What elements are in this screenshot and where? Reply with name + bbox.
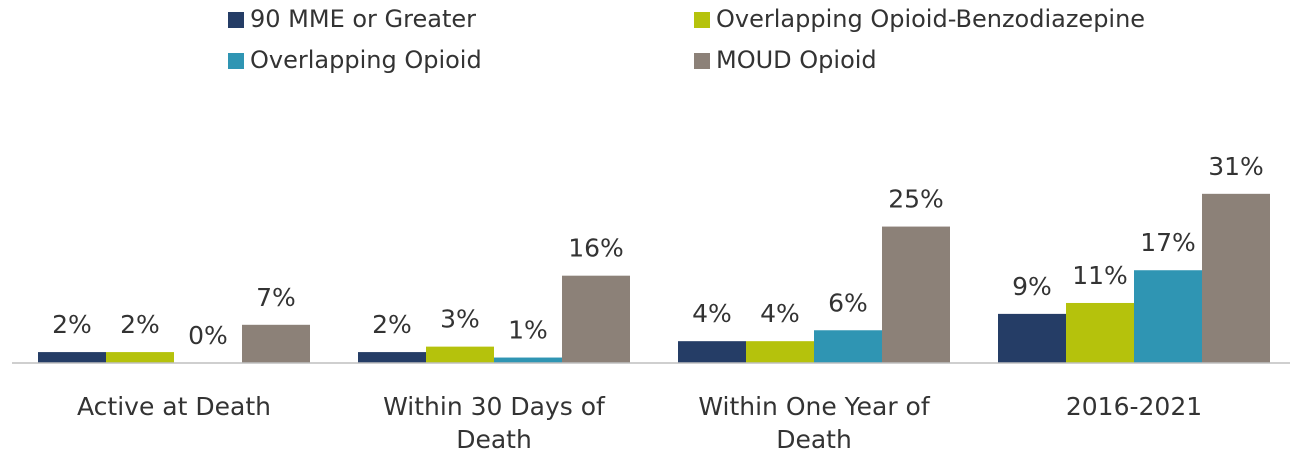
bar: [882, 226, 950, 363]
legend-label: Overlapping Opioid: [250, 46, 482, 74]
data-label: 11%: [1072, 261, 1128, 290]
legend-label: MOUD Opioid: [716, 46, 877, 74]
data-label: 2%: [372, 310, 412, 339]
x-tick-label: Within 30 Days of Death: [383, 392, 605, 452]
bar: [242, 324, 310, 363]
data-label: 7%: [256, 283, 296, 312]
data-label: 0%: [188, 321, 228, 350]
legend-swatch: [228, 12, 244, 28]
data-label: 25%: [888, 185, 944, 214]
bar: [562, 275, 630, 363]
data-label: 1%: [508, 316, 548, 345]
bar: [814, 330, 882, 363]
bar: [678, 341, 746, 363]
bar: [1202, 193, 1270, 363]
bar: [106, 352, 174, 363]
data-label: 4%: [692, 299, 732, 328]
data-label: 31%: [1208, 152, 1264, 181]
bar: [1066, 302, 1134, 363]
bar: [1134, 270, 1202, 363]
legend-label: Overlapping Opioid-Benzodiazepine: [716, 5, 1145, 33]
data-label: 17%: [1140, 228, 1196, 257]
x-tick-label: Within One Year of Death: [698, 392, 930, 452]
data-label: 2%: [52, 310, 92, 339]
legend-swatch: [694, 12, 710, 28]
bar: [494, 357, 562, 363]
bar: [38, 352, 106, 363]
data-label: 16%: [568, 234, 624, 263]
bar: [426, 346, 494, 363]
bar: [998, 313, 1066, 363]
x-tick-label: 2016-2021: [1065, 392, 1203, 421]
legend-swatch: [694, 53, 710, 69]
x-tick-label: Active at Death: [77, 392, 271, 421]
bar: [358, 352, 426, 363]
data-label: 9%: [1012, 272, 1052, 301]
data-label: 2%: [120, 310, 160, 339]
legend-label: 90 MME or Greater: [250, 5, 476, 33]
bar: [746, 341, 814, 363]
data-label: 6%: [828, 288, 868, 317]
data-label: 4%: [760, 299, 800, 328]
legend-swatch: [228, 53, 244, 69]
data-label: 3%: [440, 305, 480, 334]
